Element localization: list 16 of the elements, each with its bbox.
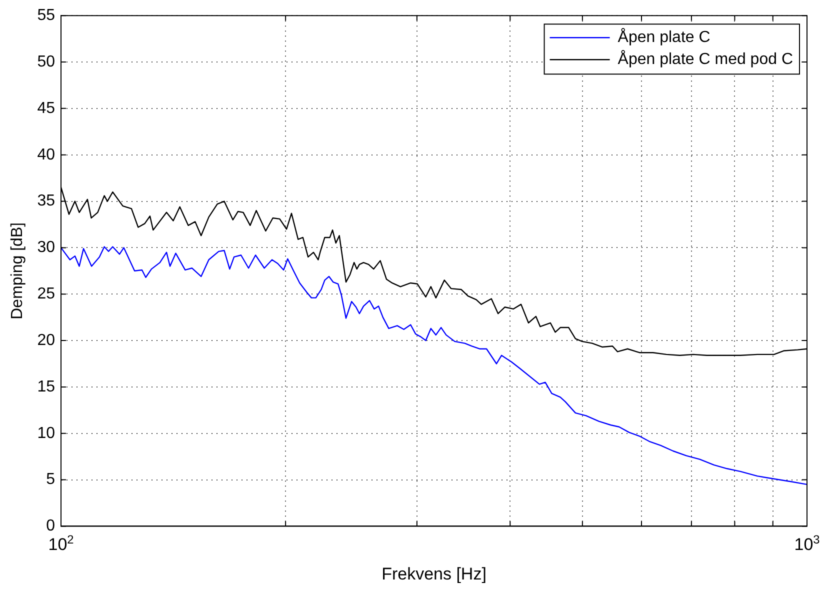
- y-tick-label: 5: [46, 471, 56, 488]
- y-tick-label: 20: [37, 332, 56, 349]
- y-axis-title: Demping [dB]: [9, 222, 26, 320]
- y-tick-label: 45: [37, 100, 56, 117]
- y-tick-label: 35: [37, 192, 56, 210]
- x-axis-title: Frekvens [Hz]: [382, 564, 486, 584]
- legend-label: Åpen plate C: [618, 28, 710, 46]
- y-tick-label: 0: [46, 518, 56, 535]
- y-tick-label: 25: [37, 286, 56, 303]
- y-tick-label: 15: [37, 378, 56, 396]
- y-tick-label: 30: [37, 239, 56, 256]
- legend-label: Åpen plate C med pod C: [618, 50, 793, 68]
- y-tick-label: 55: [37, 7, 56, 24]
- y-tick-label: 50: [37, 53, 56, 70]
- y-tick-label: 10: [37, 424, 56, 442]
- y-tick-label: 40: [37, 146, 56, 164]
